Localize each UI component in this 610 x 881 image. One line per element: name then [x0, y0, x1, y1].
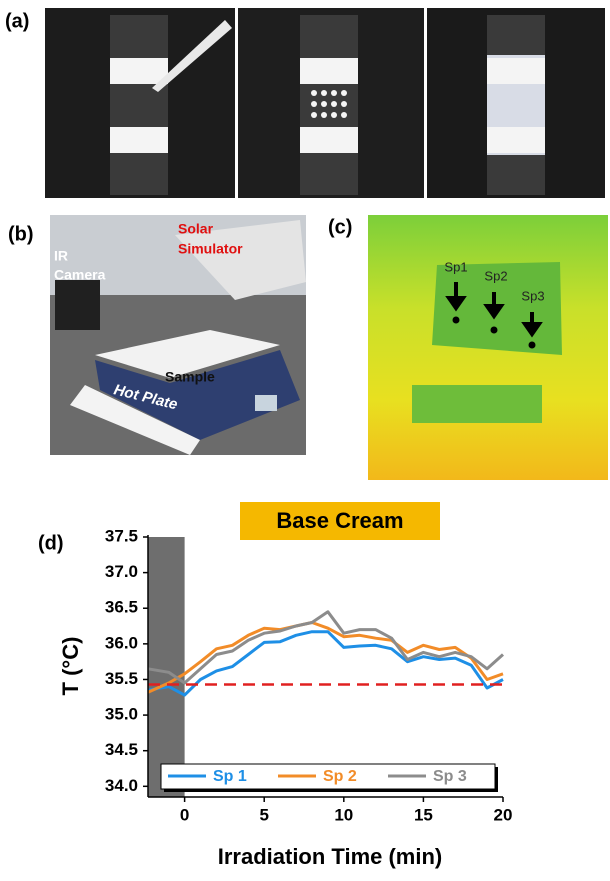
- legend-label: Sp 1: [213, 768, 247, 785]
- y-tick-label: 34.5: [105, 740, 138, 759]
- label: Simulator: [178, 241, 243, 257]
- label: Solar: [178, 221, 214, 237]
- camera: [55, 280, 100, 330]
- y-tick-label: 36.0: [105, 633, 138, 652]
- label: Camera: [54, 267, 106, 283]
- tape-area: [412, 385, 542, 423]
- shaded-region: [148, 537, 185, 797]
- tape: [110, 127, 168, 153]
- y-tick-label: 37.5: [105, 526, 138, 545]
- x-tick-label: 15: [414, 805, 433, 824]
- panel-label: (c): [328, 216, 352, 238]
- tape: [300, 58, 358, 84]
- tape: [110, 58, 168, 84]
- panel-label: (d): [38, 532, 64, 554]
- photo-c: Sp1 Sp2 Sp3: [368, 215, 608, 480]
- label: Sp3: [521, 288, 544, 303]
- slide: [300, 15, 358, 195]
- tape: [487, 127, 545, 153]
- x-tick-label: 10: [334, 805, 353, 824]
- x-tick-label: 0: [180, 805, 189, 824]
- x-tick-label: 5: [259, 805, 268, 824]
- tape: [487, 58, 545, 84]
- photo-b: Solar Simulator IR Camera Sample Hot Pla…: [50, 215, 306, 455]
- label: Sp2: [484, 268, 507, 283]
- x-axis-label: Irradiation Time (min): [218, 844, 443, 869]
- label: IR: [54, 248, 68, 264]
- figure: Solar Simulator IR Camera Sample Hot Pla…: [0, 0, 610, 876]
- y-tick-label: 35.0: [105, 705, 138, 724]
- y-tick-label: 34.0: [105, 776, 138, 795]
- page: {"panels": {"a": "(a)", "b": "(b)", "c":…: [0, 0, 610, 876]
- y-tick-label: 35.5: [105, 669, 138, 688]
- spot: [453, 317, 460, 324]
- y-tick-label: 37.0: [105, 562, 138, 581]
- legend-label: Sp 3: [433, 768, 467, 785]
- chart: Base Cream 34.0 34.5 35.0 35.5 36.0 36.5 37.0 37…: [58, 502, 513, 869]
- legend-label: Sp 2: [323, 768, 357, 785]
- label: Sp1: [444, 259, 467, 274]
- panel-label: (a): [5, 10, 29, 32]
- photo-a: [45, 8, 605, 198]
- tape: [300, 127, 358, 153]
- y-tick-label: 36.5: [105, 598, 138, 617]
- panel-label: (b): [8, 223, 34, 245]
- slide: [110, 15, 168, 195]
- y-axis-label: T (°C): [58, 637, 83, 696]
- display: [255, 395, 277, 411]
- spot: [529, 342, 536, 349]
- x-tick-label: 20: [494, 805, 513, 824]
- spot: [491, 327, 498, 334]
- chart-title: Base Cream: [276, 508, 403, 533]
- label: Sample: [165, 369, 215, 385]
